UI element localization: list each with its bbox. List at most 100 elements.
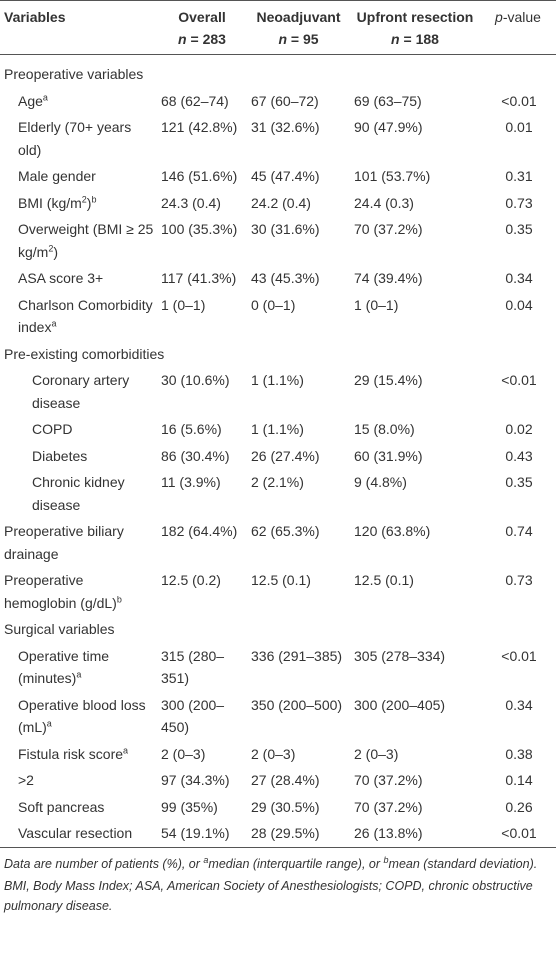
data-row: BMI (kg/m2)b 24.3 (0.4) 24.2 (0.4) 24.4 (0.… xyxy=(0,190,556,217)
value-cell: 86 (30.4%) xyxy=(161,447,230,464)
data-row: Male gender 146 (51.6%) 45 (47.4%) 101 (53.… xyxy=(0,163,556,190)
bold-run: Overall xyxy=(178,9,226,25)
value-cell: 16 (5.6%) xyxy=(161,421,222,437)
row-label: BMI (kg/m2)b xyxy=(0,190,157,217)
text-run: ) xyxy=(86,194,92,211)
p-value: 0.74 xyxy=(505,523,533,539)
value-cell: 2 (0–3) xyxy=(251,745,296,762)
superscript: a xyxy=(42,91,48,102)
value-cell: 45 (47.4%) xyxy=(251,168,320,184)
p-value: 0.14 xyxy=(505,772,533,788)
text-run: BMI (kg/m xyxy=(18,194,82,211)
table-body: Preoperative variables Agea 68 (62–74) 67 (… xyxy=(0,55,556,847)
row-label: Chronic kidney disease xyxy=(0,469,157,518)
value-cell: 315 (280–351) xyxy=(161,647,225,687)
italic-run: n xyxy=(391,31,400,47)
header-cell: Neoadjuvant n = 95 xyxy=(247,1,350,55)
p-value: <0.01 xyxy=(501,825,537,841)
footnotes: Data are number of patients (%), or amed… xyxy=(0,848,556,916)
text-run: Male gender xyxy=(18,168,96,184)
value-cell: 24.4 (0.3) xyxy=(354,194,414,211)
section-row: Surgical variables xyxy=(0,616,556,643)
value-cell: 350 (200–500) xyxy=(251,696,343,713)
value-cell: 68 (62–74) xyxy=(161,92,229,109)
data-row: Elderly (70+ years old) 121 (42.8%) 31 (32… xyxy=(0,114,556,163)
p-value: 0.04 xyxy=(505,296,533,313)
value-cell: 1 (1.1%) xyxy=(251,421,304,437)
value-cell: 0 (0–1) xyxy=(251,296,296,313)
text-run: Overweight (BMI ≥ 25 kg/m xyxy=(18,221,154,260)
superscript: a xyxy=(203,854,209,865)
value-cell: 31 (32.6%) xyxy=(251,119,320,135)
p-value: <0.01 xyxy=(501,92,537,109)
p-value: 0.73 xyxy=(505,194,533,211)
value-cell: 60 (31.9%) xyxy=(354,447,423,464)
value-cell: 26 (27.4%) xyxy=(251,447,320,464)
value-cell: 12.5 (0.2) xyxy=(161,572,221,588)
text-run: Elderly (70+ years old) xyxy=(18,119,132,158)
table-header: Variables Overall n = 283 Neoadjuvant n = 95… xyxy=(0,0,556,55)
value-cell: 101 (53.7%) xyxy=(354,168,431,184)
data-row: Vascular resection 54 (19.1%) 28 (29.5%) 26… xyxy=(0,820,556,847)
text-run: Coronary artery disease xyxy=(32,372,130,411)
data-row: Diabetes 86 (30.4%) 26 (27.4%) 60 (31.9%) 0.… xyxy=(0,443,556,470)
row-label: Charlson Comorbidity indexa xyxy=(0,292,157,341)
data-row: Chronic kidney disease 11 (3.9%) 2 (2.1%) 9… xyxy=(0,469,556,518)
row-label: Diabetes xyxy=(0,443,157,470)
value-cell: 2 (2.1%) xyxy=(251,474,304,490)
p-value: 0.26 xyxy=(505,798,533,815)
value-cell: 1 (0–1) xyxy=(161,296,206,313)
value-cell: 99 (35%) xyxy=(161,798,218,815)
value-cell: 30 (31.6%) xyxy=(251,221,320,237)
data-row: Coronary artery disease 30 (10.6%) 1 (1.1%… xyxy=(0,367,556,416)
header-row: Variables Overall n = 283 Neoadjuvant n = 95… xyxy=(0,0,556,55)
value-cell: 70 (37.2%) xyxy=(354,798,423,815)
value-cell: 12.5 (0.1) xyxy=(354,572,414,588)
text-run: Preoperative hemoglobin (g/dL) xyxy=(4,572,117,611)
text-run: Chronic kidney disease xyxy=(32,474,125,513)
text-run: -value xyxy=(502,9,541,25)
p-value: 0.34 xyxy=(505,270,533,286)
row-label: Agea xyxy=(0,88,157,115)
row-label: >2 xyxy=(0,767,157,794)
header-count: n = 283 xyxy=(159,28,245,50)
value-cell: 69 (63–75) xyxy=(354,92,422,109)
text-run: BMI, Body Mass Index; ASA, American Soci… xyxy=(4,878,533,913)
superscript: a xyxy=(51,318,57,329)
header-name: p-value xyxy=(482,6,554,28)
superscript: b xyxy=(91,193,97,204)
text-run: Operative time (minutes) xyxy=(18,647,110,687)
superscript: 2 xyxy=(81,193,87,204)
value-cell: 300 (200–405) xyxy=(354,696,446,713)
p-value: 0.02 xyxy=(505,421,533,437)
value-cell: 11 (3.9%) xyxy=(161,474,221,490)
section-title: Surgical variables xyxy=(4,621,115,637)
row-label: Operative blood loss (mL)a xyxy=(0,692,157,741)
text-run: Data are number of patients (%), or xyxy=(4,856,204,871)
data-row: >2 97 (34.3%) 27 (28.4%) 70 (37.2%) 0.14 xyxy=(0,767,556,794)
data-row: Preoperative hemoglobin (g/dL)b 12.5 (0.2… xyxy=(0,567,556,616)
row-label: Coronary artery disease xyxy=(0,367,157,416)
footnote: Data are number of patients (%), or amed… xyxy=(4,854,552,874)
text-run: = 283 xyxy=(186,31,226,47)
data-row: Charlson Comorbidity indexa 1 (0–1) 0 (0–1… xyxy=(0,292,556,341)
row-label: Operative time (minutes)a xyxy=(0,643,157,692)
footnote: BMI, Body Mass Index; ASA, American Soci… xyxy=(4,876,552,916)
text-run: = 188 xyxy=(399,31,439,47)
p-value: 0.35 xyxy=(505,474,533,490)
row-label: Overweight (BMI ≥ 25 kg/m2) xyxy=(0,216,157,265)
value-cell: 24.2 (0.4) xyxy=(251,194,311,211)
italic-run: p xyxy=(495,9,503,25)
header-cell: p-value xyxy=(480,1,556,55)
superscript: b xyxy=(116,593,122,604)
text-run: ) xyxy=(53,243,59,260)
data-row: Fistula risk scorea 2 (0–3) 2 (0–3) 2 (0–3)… xyxy=(0,741,556,768)
text-run: = 95 xyxy=(287,31,319,47)
p-value: 0.31 xyxy=(505,168,533,184)
value-cell: 90 (47.9%) xyxy=(354,119,423,135)
text-run: mean (standard deviation). xyxy=(388,856,538,871)
header-cell: Overall n = 283 xyxy=(157,1,247,55)
superscript: a xyxy=(76,669,82,680)
text-run: Fistula risk score xyxy=(18,745,124,762)
